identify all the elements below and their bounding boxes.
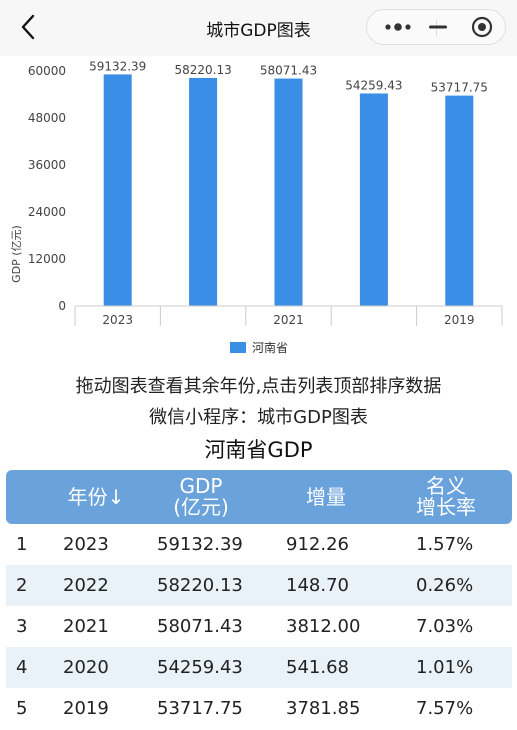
y-tick-label: 60000: [28, 64, 66, 78]
x-axis-ticks: 2023 2021 2019: [74, 306, 503, 327]
more-dots-icon: [385, 23, 411, 31]
nav-bar: 城市GDP图表: [0, 0, 517, 56]
increase-cell: 3781.85: [286, 698, 361, 719]
gdp-table: 年份↓ GDP (亿元) 增量 名义 增长率 1 2023 59132.39 9…: [6, 470, 512, 729]
gdp-header-line1: GDP: [179, 474, 223, 498]
gdp-header-line2: (亿元): [173, 495, 229, 519]
gdp-cell: 54259.43: [157, 657, 243, 678]
bar[interactable]: [189, 77, 218, 306]
increase-header[interactable]: 增量: [306, 484, 346, 509]
growth-header-line2: 增长率: [416, 495, 476, 519]
data-label: 58220.13: [174, 63, 231, 77]
y-axis-label: GDP (亿元): [10, 225, 23, 283]
growth-header-line1: 名义: [426, 474, 466, 498]
year-cell: 2019: [63, 698, 109, 719]
gdp-bar-chart[interactable]: GDP (亿元) 0 12000 24000 36000 48000 60000 5913…: [0, 56, 517, 366]
data-label: 58071.43: [260, 64, 317, 78]
bars: [103, 74, 474, 307]
table-title: 河南省GDP: [204, 438, 313, 462]
y-tick-label: 36000: [28, 158, 66, 172]
table-row: 2 2022 58220.13 148.70 0.26%: [6, 565, 512, 606]
y-tick-label: 48000: [28, 111, 66, 125]
growth-cell: 1.01%: [416, 657, 474, 678]
gdp-cell: 59132.39: [157, 534, 243, 555]
rank-cell: 3: [16, 616, 28, 637]
bar[interactable]: [103, 74, 132, 307]
legend[interactable]: 河南省: [230, 340, 288, 355]
increase-cell: 3812.00: [286, 616, 361, 637]
data-label: 59132.39: [89, 59, 146, 73]
x-tick-label: 2023: [102, 313, 133, 327]
miniprogram-hint: 微信小程序：城市GDP图表: [149, 407, 368, 428]
y-axis-ticks: 0 12000 24000 36000 48000 60000: [28, 64, 66, 313]
growth-cell: 0.26%: [416, 575, 474, 596]
table-row: 3 2021 58071.43 3812.00 7.03%: [6, 606, 512, 647]
rank-cell: 1: [16, 534, 28, 555]
gdp-cell: 58071.43: [157, 616, 243, 637]
back-button[interactable]: [16, 12, 42, 42]
more-button[interactable]: [375, 10, 421, 44]
rank-cell: 4: [16, 657, 28, 678]
bar[interactable]: [445, 95, 474, 306]
x-tick-label: 2019: [444, 313, 475, 327]
data-labels: 59132.39 58220.13 58071.43 54259.43 53717.75: [89, 59, 488, 94]
capsule-menu: [366, 9, 506, 45]
year-cell: 2021: [63, 616, 109, 637]
y-tick-label: 12000: [28, 252, 66, 266]
data-label: 54259.43: [345, 78, 402, 92]
table-row: 4 2020 54259.43 541.68 1.01%: [6, 647, 512, 688]
x-tick-label: 2021: [273, 313, 304, 327]
year-header[interactable]: 年份↓: [67, 484, 125, 509]
legend-label: 河南省: [252, 340, 288, 355]
data-label: 53717.75: [431, 81, 488, 95]
growth-cell: 7.57%: [416, 698, 474, 719]
y-tick-label: 0: [58, 299, 66, 313]
rank-cell: 5: [16, 698, 28, 719]
increase-cell: 541.68: [286, 657, 349, 678]
close-button[interactable]: [459, 10, 505, 44]
drag-hint: 拖动图表查看其余年份,点击列表顶部排序数据: [75, 376, 442, 397]
growth-header[interactable]: 名义 增长率: [386, 470, 506, 524]
year-cell: 2023: [63, 534, 109, 555]
gdp-header[interactable]: GDP (亿元): [146, 470, 256, 524]
growth-cell: 7.03%: [416, 616, 474, 637]
target-icon: [471, 16, 493, 38]
bar[interactable]: [274, 78, 303, 307]
growth-cell: 1.57%: [416, 534, 474, 555]
increase-cell: 148.70: [286, 575, 349, 596]
increase-cell: 912.26: [286, 534, 349, 555]
y-tick-label: 24000: [28, 205, 66, 219]
minus-icon: [429, 25, 447, 29]
minimize-button[interactable]: [415, 10, 461, 44]
bar[interactable]: [359, 93, 388, 306]
table-row: 5 2019 53717.75 3781.85 7.57%: [6, 688, 512, 729]
chevron-left-icon: [21, 14, 35, 40]
rank-cell: 2: [16, 575, 28, 596]
table-header: 年份↓ GDP (亿元) 增量 名义 增长率: [6, 470, 512, 524]
year-cell: 2020: [63, 657, 109, 678]
gdp-cell: 58220.13: [157, 575, 243, 596]
rank-header: [6, 470, 44, 524]
table-row: 1 2023 59132.39 912.26 1.57%: [6, 524, 512, 565]
year-cell: 2022: [63, 575, 109, 596]
gdp-cell: 53717.75: [157, 698, 243, 719]
page-title: 城市GDP图表: [206, 21, 311, 41]
legend-swatch: [230, 342, 246, 353]
